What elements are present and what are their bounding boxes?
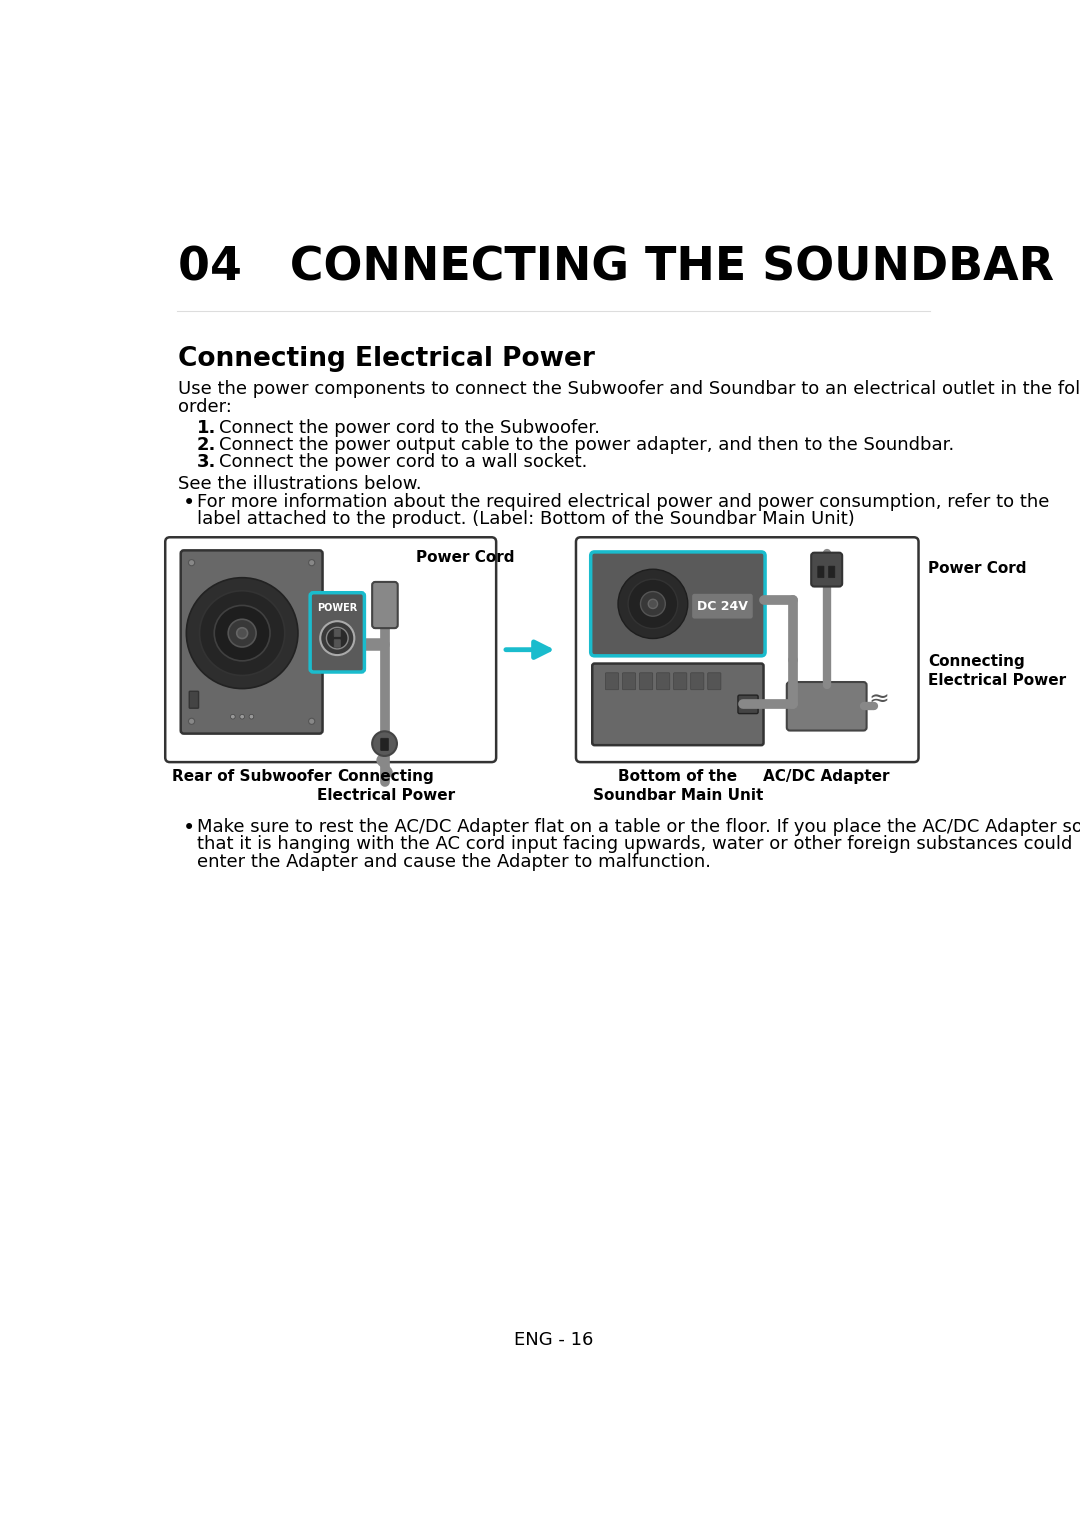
- FancyBboxPatch shape: [380, 738, 389, 751]
- Circle shape: [189, 559, 194, 565]
- FancyBboxPatch shape: [189, 691, 199, 708]
- FancyBboxPatch shape: [828, 567, 835, 578]
- FancyBboxPatch shape: [738, 696, 758, 714]
- Circle shape: [214, 605, 270, 660]
- Text: Connect the power output cable to the power adapter, and then to the Soundbar.: Connect the power output cable to the po…: [218, 437, 954, 455]
- FancyBboxPatch shape: [606, 673, 619, 689]
- FancyBboxPatch shape: [334, 630, 340, 637]
- Text: 04   CONNECTING THE SOUNDBAR: 04 CONNECTING THE SOUNDBAR: [177, 245, 1054, 291]
- Circle shape: [228, 619, 256, 647]
- FancyBboxPatch shape: [591, 552, 765, 656]
- Text: Connecting Electrical Power: Connecting Electrical Power: [177, 346, 594, 372]
- Circle shape: [309, 559, 314, 565]
- Text: For more information about the required electrical power and power consumption, : For more information about the required …: [197, 493, 1050, 512]
- Text: See the illustrations below.: See the illustrations below.: [177, 475, 421, 493]
- Text: Connect the power cord to a wall socket.: Connect the power cord to a wall socket.: [218, 453, 588, 472]
- Text: 2.: 2.: [197, 437, 216, 455]
- Circle shape: [249, 714, 254, 719]
- Circle shape: [648, 599, 658, 608]
- FancyBboxPatch shape: [622, 673, 636, 689]
- FancyBboxPatch shape: [674, 673, 687, 689]
- Circle shape: [189, 719, 194, 725]
- Text: Bottom of the
Soundbar Main Unit: Bottom of the Soundbar Main Unit: [593, 769, 764, 803]
- FancyBboxPatch shape: [639, 673, 652, 689]
- Text: 3.: 3.: [197, 453, 216, 472]
- Text: Rear of Subwoofer: Rear of Subwoofer: [172, 769, 332, 784]
- Text: Connecting
Electrical Power: Connecting Electrical Power: [928, 654, 1066, 688]
- FancyBboxPatch shape: [334, 640, 340, 648]
- Circle shape: [321, 620, 354, 656]
- FancyBboxPatch shape: [592, 663, 764, 745]
- Circle shape: [618, 570, 688, 639]
- FancyBboxPatch shape: [811, 553, 842, 587]
- FancyBboxPatch shape: [786, 682, 866, 731]
- Text: enter the Adapter and cause the Adapter to malfunction.: enter the Adapter and cause the Adapter …: [197, 853, 711, 872]
- Text: Connect the power cord to the Subwoofer.: Connect the power cord to the Subwoofer.: [218, 418, 599, 437]
- Circle shape: [240, 714, 244, 719]
- Text: 1.: 1.: [197, 418, 216, 437]
- Text: ≈: ≈: [868, 688, 890, 712]
- Circle shape: [640, 591, 665, 616]
- Text: order:: order:: [177, 398, 231, 415]
- FancyBboxPatch shape: [373, 582, 397, 628]
- Text: Connecting
Electrical Power: Connecting Electrical Power: [318, 769, 455, 803]
- FancyBboxPatch shape: [818, 567, 824, 578]
- Text: Power Cord: Power Cord: [928, 561, 1026, 576]
- FancyBboxPatch shape: [657, 673, 670, 689]
- Circle shape: [326, 628, 348, 650]
- Circle shape: [187, 578, 298, 688]
- FancyBboxPatch shape: [310, 593, 364, 673]
- FancyBboxPatch shape: [693, 594, 752, 617]
- FancyBboxPatch shape: [576, 538, 918, 761]
- Text: Make sure to rest the AC/DC Adapter flat on a table or the floor. If you place t: Make sure to rest the AC/DC Adapter flat…: [197, 818, 1080, 835]
- Text: that it is hanging with the AC cord input facing upwards, water or other foreign: that it is hanging with the AC cord inpu…: [197, 835, 1072, 853]
- Text: Power Cord: Power Cord: [416, 550, 514, 565]
- Text: •: •: [183, 493, 195, 513]
- Text: label attached to the product. (Label: Bottom of the Soundbar Main Unit): label attached to the product. (Label: B…: [197, 510, 854, 529]
- FancyBboxPatch shape: [165, 538, 496, 761]
- FancyBboxPatch shape: [691, 673, 704, 689]
- Text: DC 24V: DC 24V: [697, 601, 747, 613]
- Circle shape: [237, 628, 247, 639]
- Circle shape: [200, 591, 285, 676]
- Text: ENG - 16: ENG - 16: [514, 1331, 593, 1350]
- Text: •: •: [183, 818, 195, 838]
- Text: Use the power components to connect the Subwoofer and Soundbar to an electrical : Use the power components to connect the …: [177, 380, 1080, 398]
- Text: POWER: POWER: [318, 604, 357, 613]
- Circle shape: [629, 579, 677, 628]
- Text: AC/DC Adapter: AC/DC Adapter: [764, 769, 890, 784]
- Circle shape: [309, 719, 314, 725]
- Circle shape: [373, 731, 397, 755]
- FancyBboxPatch shape: [707, 673, 721, 689]
- FancyBboxPatch shape: [180, 550, 323, 734]
- Circle shape: [230, 714, 235, 719]
